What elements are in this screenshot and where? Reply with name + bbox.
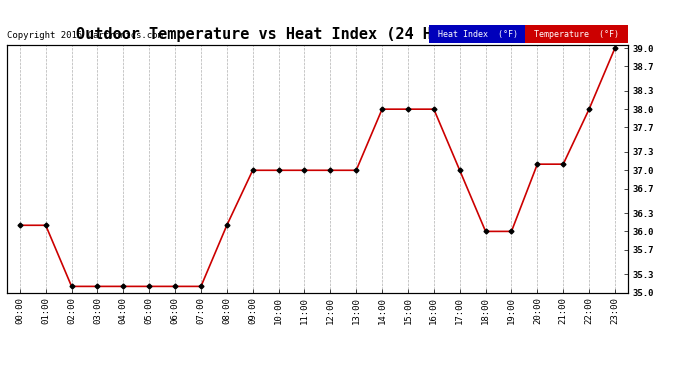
- Text: Copyright 2015 Cartronics.com: Copyright 2015 Cartronics.com: [7, 31, 163, 40]
- FancyBboxPatch shape: [526, 25, 628, 42]
- Text: Heat Index  (°F): Heat Index (°F): [437, 30, 518, 39]
- Title: Outdoor Temperature vs Heat Index (24 Hours) 20151222: Outdoor Temperature vs Heat Index (24 Ho…: [76, 27, 559, 42]
- Text: Temperature  (°F): Temperature (°F): [535, 30, 620, 39]
- FancyBboxPatch shape: [429, 25, 526, 42]
